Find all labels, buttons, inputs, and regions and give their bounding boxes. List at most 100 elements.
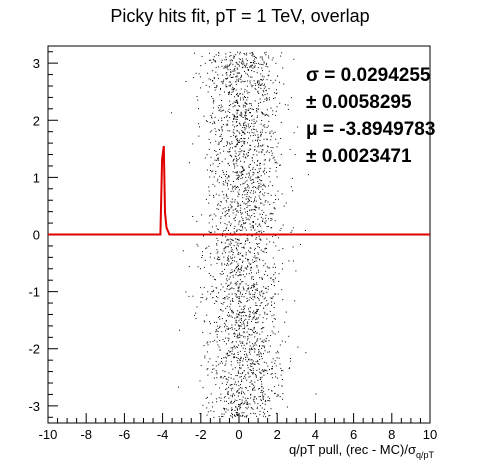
scatter-point bbox=[258, 207, 260, 209]
scatter-point bbox=[193, 77, 195, 78]
scatter-point bbox=[224, 364, 226, 366]
scatter-point bbox=[254, 413, 256, 415]
scatter-point bbox=[262, 171, 264, 173]
scatter-point bbox=[267, 351, 269, 353]
scatter-point bbox=[266, 266, 268, 268]
scatter-point bbox=[220, 309, 222, 310]
scatter-point bbox=[225, 337, 226, 339]
scatter-point bbox=[214, 89, 216, 91]
scatter-point bbox=[254, 363, 256, 365]
scatter-point bbox=[247, 288, 248, 290]
scatter-point bbox=[271, 284, 272, 285]
scatter-point bbox=[212, 80, 214, 81]
scatter-point bbox=[272, 332, 274, 334]
scatter-point bbox=[227, 264, 229, 266]
scatter-point bbox=[215, 140, 217, 142]
scatter-point bbox=[231, 88, 233, 90]
scatter-point bbox=[218, 194, 220, 196]
scatter-point bbox=[249, 341, 251, 343]
scatter-point bbox=[265, 200, 267, 201]
scatter-point bbox=[266, 318, 268, 320]
scatter-point bbox=[237, 266, 239, 267]
scatter-point bbox=[225, 330, 226, 332]
scatter-point bbox=[239, 51, 241, 53]
scatter-point bbox=[235, 83, 237, 85]
scatter-point bbox=[219, 109, 221, 111]
scatter-point bbox=[222, 273, 224, 275]
scatter-point bbox=[238, 58, 240, 60]
scatter-point bbox=[246, 203, 248, 205]
scatter-point bbox=[264, 413, 265, 415]
scatter-point bbox=[252, 299, 254, 301]
scatter-point bbox=[223, 250, 225, 252]
scatter-point bbox=[230, 415, 231, 417]
scatter-point bbox=[234, 283, 236, 285]
scatter-point bbox=[247, 337, 249, 339]
scatter-point bbox=[215, 279, 216, 281]
scatter-point bbox=[256, 290, 258, 291]
scatter-point bbox=[232, 131, 234, 133]
scatter-point bbox=[253, 201, 255, 203]
scatter-point bbox=[262, 213, 263, 215]
scatter-point bbox=[228, 151, 230, 153]
scatter-point bbox=[246, 325, 248, 327]
scatter-point bbox=[265, 369, 267, 371]
scatter-point bbox=[230, 361, 232, 363]
scatter-point bbox=[282, 263, 284, 265]
scatter-point bbox=[215, 384, 217, 386]
scatter-point bbox=[265, 220, 267, 222]
scatter-point bbox=[265, 159, 266, 161]
scatter-point bbox=[228, 340, 229, 342]
scatter-point bbox=[233, 401, 235, 402]
scatter-point bbox=[237, 79, 239, 81]
scatter-point bbox=[245, 374, 247, 376]
scatter-point bbox=[254, 100, 256, 102]
scatter-point bbox=[195, 318, 197, 320]
scatter-point bbox=[269, 397, 271, 399]
scatter-point bbox=[245, 257, 247, 259]
scatter-point bbox=[261, 145, 263, 147]
scatter-point bbox=[250, 135, 251, 137]
scatter-point bbox=[237, 176, 239, 178]
scatter-point bbox=[250, 329, 252, 330]
scatter-point bbox=[233, 88, 235, 90]
scatter-point bbox=[217, 297, 219, 299]
scatter-point bbox=[235, 121, 237, 123]
scatter-point bbox=[242, 145, 244, 147]
scatter-point bbox=[249, 52, 251, 54]
scatter-point bbox=[206, 121, 208, 122]
scatter-point bbox=[222, 138, 223, 140]
scatter-point bbox=[266, 226, 268, 228]
scatter-point bbox=[273, 307, 275, 308]
scatter-point bbox=[270, 218, 272, 219]
scatter-point bbox=[246, 210, 248, 212]
scatter-point bbox=[216, 330, 218, 332]
scatter-point bbox=[233, 88, 235, 90]
scatter-point bbox=[232, 185, 234, 187]
scatter-point bbox=[259, 410, 261, 412]
scatter-point bbox=[289, 148, 291, 150]
scatter-point bbox=[253, 172, 255, 174]
scatter-point bbox=[231, 205, 233, 207]
scatter-point bbox=[263, 369, 265, 371]
scatter-point bbox=[223, 67, 225, 69]
scatter-point bbox=[237, 109, 239, 111]
scatter-point bbox=[272, 157, 274, 159]
scatter-point bbox=[225, 236, 227, 238]
scatter-point bbox=[247, 373, 249, 375]
scatter-point bbox=[222, 83, 224, 85]
scatter-point bbox=[243, 222, 245, 224]
scatter-point bbox=[239, 133, 241, 135]
scatter-point bbox=[276, 146, 278, 148]
scatter-point bbox=[256, 284, 258, 286]
scatter-point bbox=[275, 79, 277, 81]
scatter-point bbox=[250, 293, 252, 295]
scatter-point bbox=[213, 122, 215, 124]
scatter-point bbox=[226, 388, 228, 390]
scatter-point bbox=[266, 109, 268, 111]
scatter-point bbox=[227, 257, 229, 259]
scatter-point bbox=[201, 55, 203, 57]
scatter-point bbox=[235, 214, 237, 216]
scatter-point bbox=[210, 264, 212, 266]
scatter-point bbox=[227, 141, 229, 143]
